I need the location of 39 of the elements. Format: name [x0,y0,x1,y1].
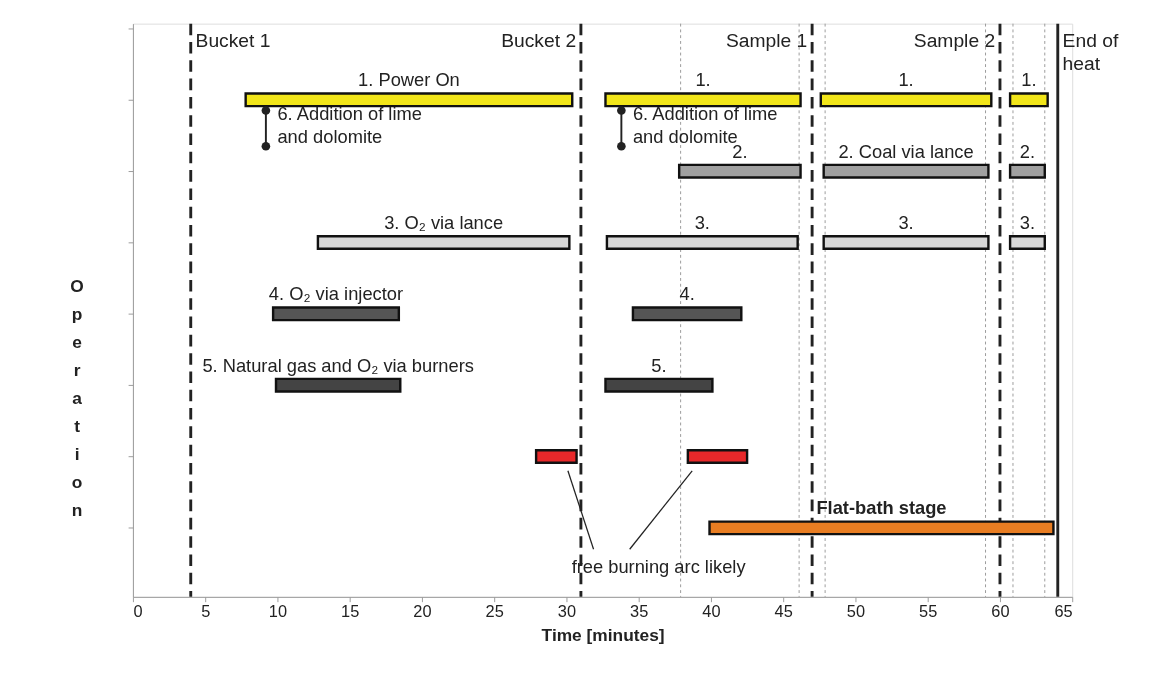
x-tick-label: 50 [846,601,866,620]
annotation: 6. Addition of lime and dolomite [277,103,422,148]
x-tick-label: 45 [774,601,793,620]
x-tick-label: 40 [702,601,721,620]
x-tick-label: 35 [630,601,649,620]
annotation: 4. [679,283,695,305]
y-tick-label: 4. O₂ via injector [268,283,404,305]
annotation: 3. [1019,212,1036,234]
x-tick-label: 30 [557,601,577,620]
annotation: 1. [898,69,914,91]
y-tick-label: 2. Coal via lance [838,140,974,162]
y-tick-label: Flat-bath stage [816,497,947,519]
ref-line-label: Sample 2 [913,29,996,51]
y-tick-label: 3. O₂ via lance [384,212,504,234]
x-tick-label: 55 [919,601,938,620]
y-tick-label: 5. Natural gas and O₂ via burners [202,354,474,376]
text: Operation [70,276,84,520]
ref-line-label: Sample 1 [725,29,808,51]
x-tick-label: 20 [413,601,432,620]
x-tick-label: 25 [485,601,504,620]
bar [708,520,1055,536]
annotation: 5. [651,354,667,376]
x-tick-label: 0 [133,601,143,620]
annotation: 1. [1021,69,1037,91]
x-axis-title: Time [minutes] [541,624,665,645]
annotation: 2. [1019,140,1036,162]
x-tick-label: 65 [1054,601,1073,620]
x-tick-label: 15 [341,601,360,620]
annotation: free burning arc likely [571,555,747,577]
annotation: 3. [898,212,914,234]
ref-line-label: End of heat [1062,29,1119,74]
annotation: 3. [694,212,710,234]
x-tick-label: 10 [268,601,288,620]
ref-line-label: Bucket 2 [501,29,577,51]
x-tick-label: 5 [201,601,211,620]
x-tick-label: 60 [991,601,1010,620]
ref-line-label: Bucket 1 [195,29,271,51]
annotation: 1. [695,69,711,91]
y-tick-label: 1. Power On [358,69,460,91]
